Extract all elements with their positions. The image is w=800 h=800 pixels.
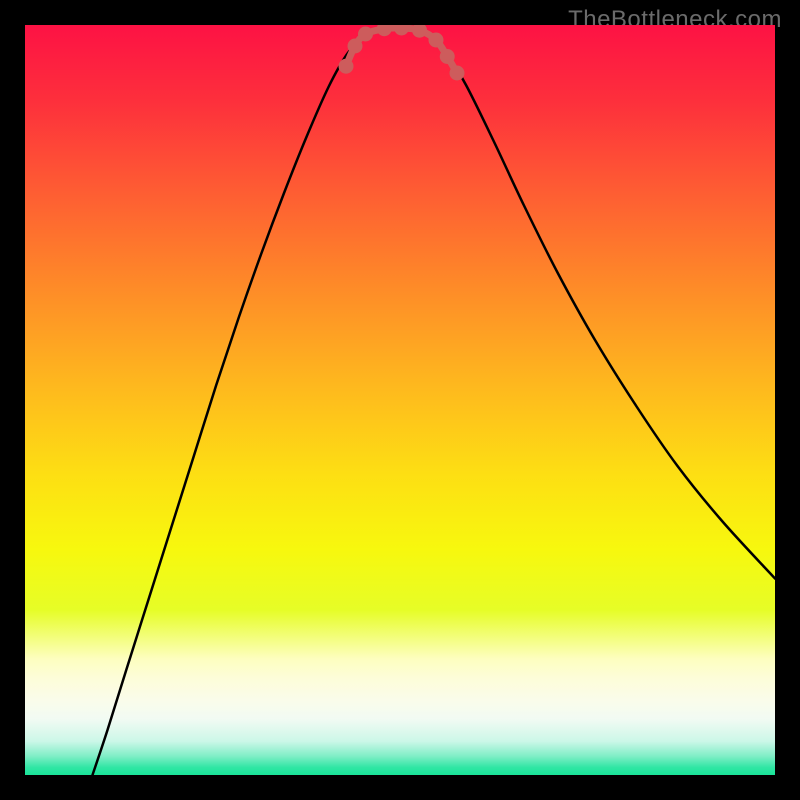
overlay-marker [440,49,455,64]
overlay-marker [450,66,465,81]
overlay-marker [348,39,363,54]
plot-area [25,25,775,775]
chart-svg [25,25,775,775]
overlay-marker [358,27,373,42]
chart-frame: TheBottleneck.com [0,0,800,800]
overlay-marker [429,33,444,48]
overlay-marker [339,59,354,74]
chart-background [25,25,775,775]
